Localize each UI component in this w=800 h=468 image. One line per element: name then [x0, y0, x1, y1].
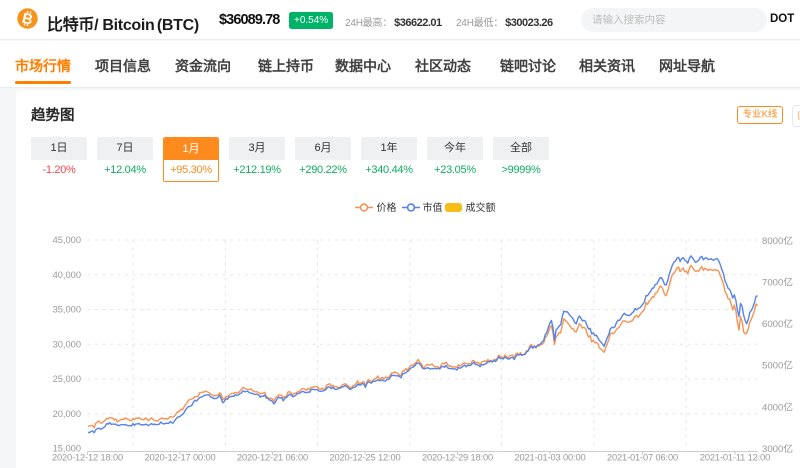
svg-text:25,000: 25,000 [53, 374, 81, 384]
svg-text:2020-12-29 18:00: 2020-12-29 18:00 [422, 453, 493, 463]
svg-text:2020-12-21 06:00: 2020-12-21 06:00 [237, 453, 308, 463]
svg-text:2021-01-11 12:00: 2021-01-11 12:00 [700, 453, 770, 463]
svg-text:市值: 市值 [423, 201, 443, 214]
svg-text:2020-12-17 00:00: 2020-12-17 00:00 [144, 453, 215, 463]
svg-text:30,000: 30,000 [53, 339, 81, 349]
svg-text:20,000: 20,000 [53, 409, 81, 419]
svg-text:15,000: 15,000 [53, 444, 81, 454]
svg-text:6000亿: 6000亿 [762, 318, 793, 330]
svg-text:8000亿: 8000亿 [762, 235, 793, 247]
svg-text:2020-12-12 18:00: 2020-12-12 18:00 [52, 453, 123, 463]
svg-text:2020-12-25 12:00: 2020-12-25 12:00 [329, 453, 400, 463]
svg-text:3000亿: 3000亿 [762, 443, 793, 455]
svg-text:4000亿: 4000亿 [762, 401, 793, 413]
svg-text:45,000: 45,000 [53, 235, 81, 245]
svg-text:40,000: 40,000 [53, 270, 81, 280]
svg-text:价格: 价格 [377, 201, 397, 214]
svg-text:35,000: 35,000 [53, 305, 81, 315]
svg-text:2021-01-07 06:00: 2021-01-07 06:00 [607, 453, 678, 463]
svg-text:5000亿: 5000亿 [762, 360, 793, 372]
svg-text:7000亿: 7000亿 [762, 277, 793, 289]
svg-text:2021-01-03 00:00: 2021-01-03 00:00 [514, 453, 585, 463]
svg-text:成交额: 成交额 [466, 201, 496, 214]
svg-text:B: B [20, 11, 34, 29]
